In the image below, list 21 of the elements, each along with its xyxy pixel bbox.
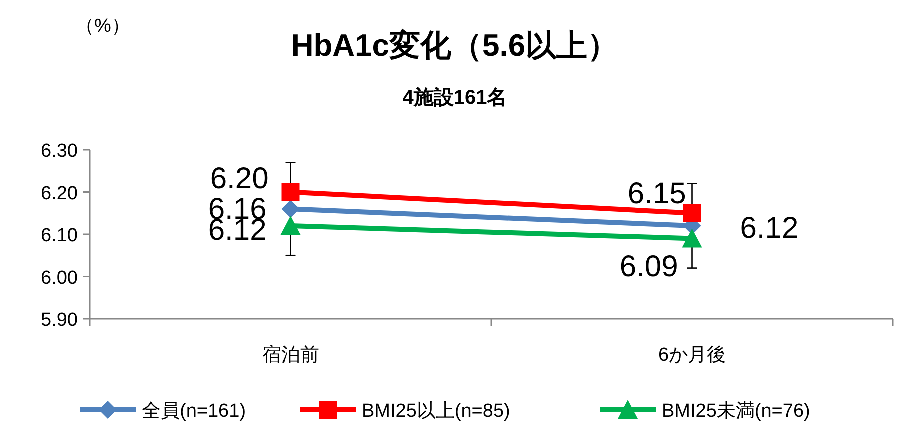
chart-title: HbA1c変化（5.6以上）	[291, 28, 619, 63]
point	[282, 183, 300, 202]
point	[682, 228, 702, 248]
y-tick-label: 6.20	[41, 183, 78, 204]
y-tick-label: 6.30	[41, 141, 78, 162]
legend-label: BMI25未満(n=76)	[662, 401, 810, 422]
y-tick-label: 6.10	[41, 226, 78, 246]
y-tick-label: 5.90	[41, 310, 78, 331]
chart-subtitle: 4施設161名	[402, 86, 508, 109]
text: （%）	[76, 16, 130, 37]
data-label: 6.15	[628, 177, 686, 210]
point	[280, 216, 301, 236]
legend-label: BMI25以上(n=85)	[362, 401, 510, 422]
y-tick-label: 6.00	[41, 268, 78, 289]
data-label: 6.09	[620, 250, 678, 284]
x-tick-label: 6か月後	[658, 345, 726, 366]
point	[683, 204, 702, 222]
legend-label: 全員(n=161)	[142, 401, 246, 422]
data-label: 6.12	[740, 212, 799, 246]
data-label: 6.20	[210, 162, 269, 196]
x-tick-label: 宿泊前	[262, 344, 320, 366]
